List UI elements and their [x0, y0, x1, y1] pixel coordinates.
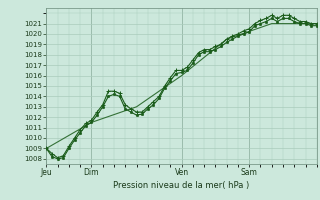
X-axis label: Pression niveau de la mer( hPa ): Pression niveau de la mer( hPa ) — [114, 181, 250, 190]
